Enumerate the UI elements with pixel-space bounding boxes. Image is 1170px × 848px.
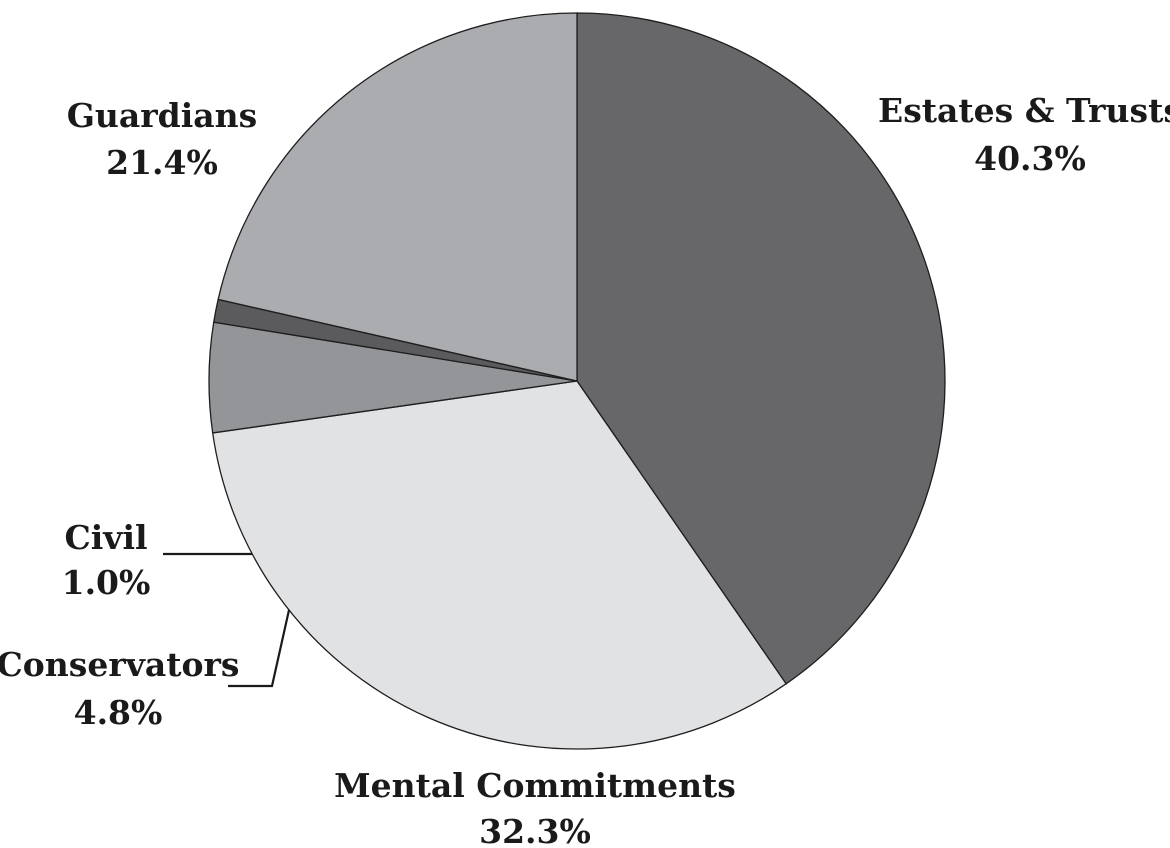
label-estates-trusts: Estates & Trusts 40.3% [878,91,1170,178]
label-estates-trusts-value: 40.3% [974,139,1086,178]
label-mental-commitments: Mental Commitments 32.3% [334,766,736,848]
label-civil: Civil 1.0% [62,518,151,602]
pie-slice-guardians [217,12,578,382]
label-estates-trusts-name: Estates & Trusts [878,91,1170,130]
pie-slice-mental-commitments [211,380,788,750]
pie-slice-estates-trusts [576,12,946,685]
label-guardians-value: 21.4% [106,143,218,182]
label-mental-commitments-value: 32.3% [479,812,591,848]
label-civil-name: Civil [64,518,147,557]
label-guardians-name: Guardians [67,96,258,135]
conservators-leader-line [228,609,291,688]
label-guardians: Guardians 21.4% [67,96,258,182]
label-civil-value: 1.0% [62,563,151,602]
label-conservators: Conservators 4.8% [0,645,240,732]
label-conservators-name: Conservators [0,645,240,684]
pie-slices [208,12,946,750]
label-conservators-value: 4.8% [74,693,163,732]
label-mental-commitments-name: Mental Commitments [334,766,736,805]
